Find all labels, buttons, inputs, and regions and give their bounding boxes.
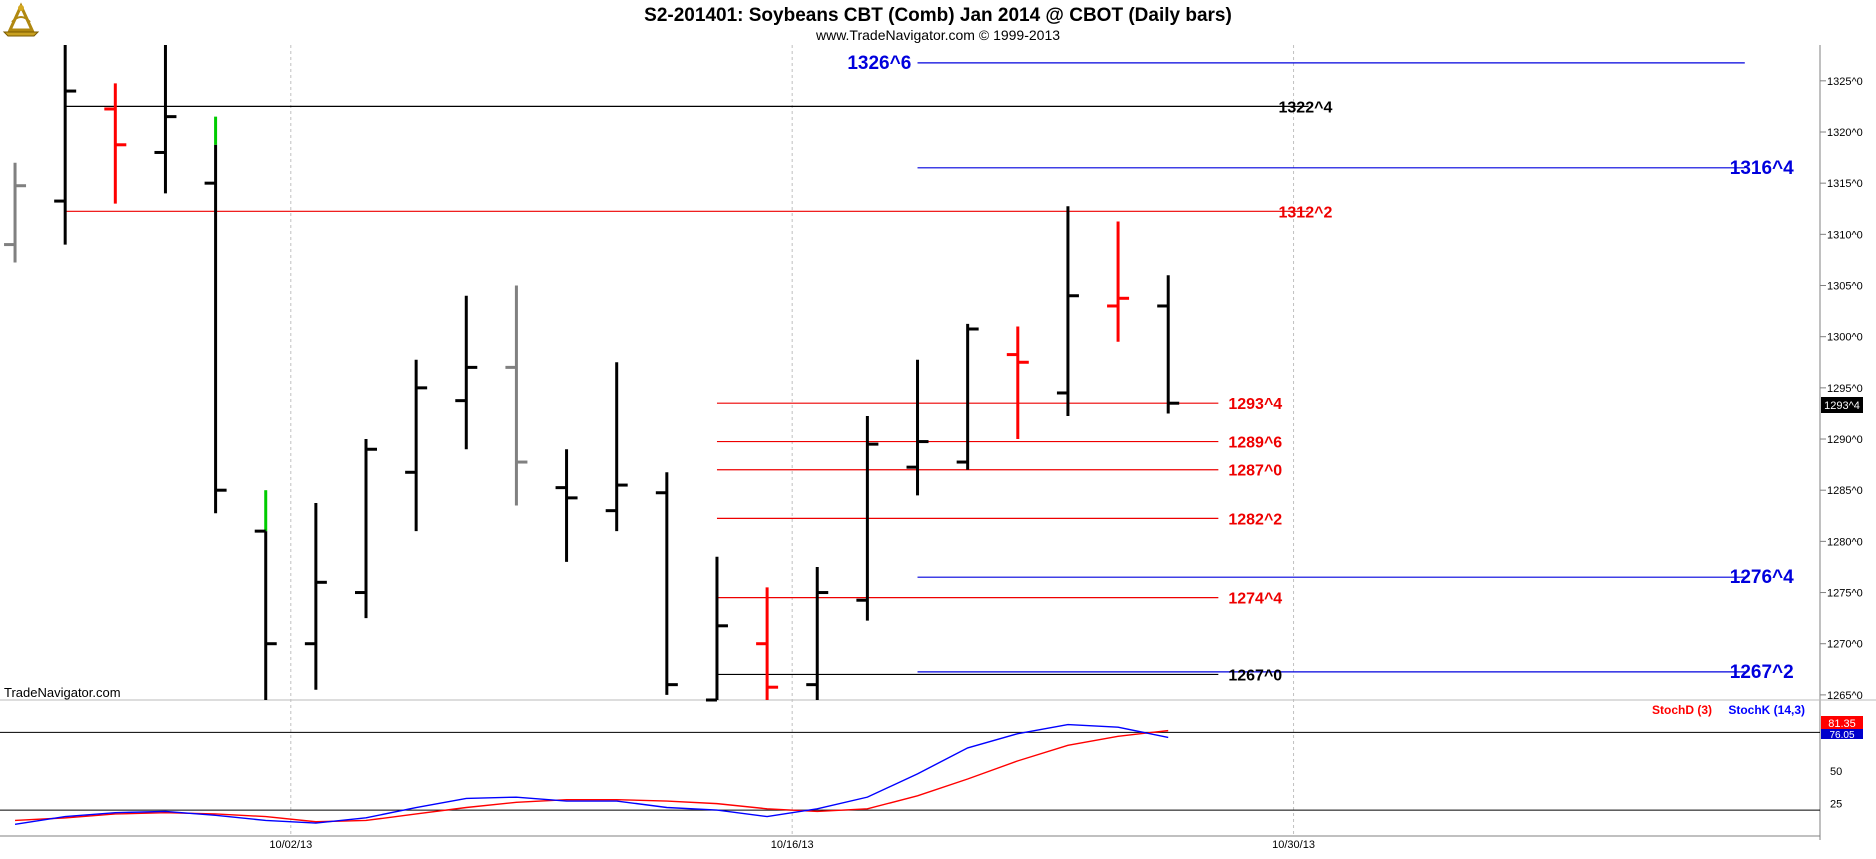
ohlc-bar (806, 566, 829, 700)
level-label: 1267^2 (1730, 662, 1794, 683)
ohlc-bar (4, 162, 27, 263)
y-tick-label: 1325^0 (1827, 76, 1863, 88)
header-area (0, 0, 1876, 45)
x-axis-ticks: 10/02/13 10/16/13 10/30/13 (269, 839, 1315, 851)
level-label: 1289^6 (1228, 435, 1282, 452)
level-label: 1267^0 (1228, 667, 1282, 684)
chart-title: S2-201401: Soybeans CBT (Comb) Jan 2014 … (644, 5, 1232, 26)
y-tick-label: 1315^0 (1827, 178, 1863, 190)
ohlc-bar (1006, 326, 1029, 440)
level-label: 1274^4 (1228, 591, 1282, 608)
x-tick-label: 10/16/13 (771, 839, 814, 851)
y-tick-label: 1265^0 (1827, 690, 1863, 702)
ohlc-bar (254, 490, 277, 700)
price-plot-area (0, 45, 1820, 700)
level-label: 1322^4 (1279, 99, 1333, 116)
legend-stochK: StochK (14,3) (1728, 703, 1805, 717)
ohlc-bar (856, 415, 879, 621)
ohlc-bar (355, 439, 378, 619)
x-tick-label: 10/30/13 (1272, 839, 1315, 851)
stochastic-y-ticks: 25 50 (1830, 766, 1842, 810)
level-label: 1287^0 (1228, 463, 1282, 480)
ohlc-bar (906, 359, 929, 496)
stochastic-panel: 25 50 StochD (3) StochK (14,3) 81.35 76.0… (0, 703, 1863, 826)
stochD-value-label: 81.35 (1828, 718, 1856, 730)
ohlc-bar (756, 587, 779, 700)
stochD-line (15, 729, 1169, 823)
y-tick-label: 1290^0 (1827, 434, 1863, 446)
y-tick-label: 1275^0 (1827, 588, 1863, 600)
price-bars (4, 45, 1180, 702)
ohlc-bar (605, 362, 628, 532)
ohlc-bar (655, 472, 678, 695)
stochastic-reference-lines (0, 731, 1820, 811)
level-label: 1316^4 (1730, 158, 1794, 179)
stoch-value-tags: 81.35 76.05 (1821, 716, 1863, 741)
ohlc-bar (505, 285, 528, 506)
ohlc-bar (405, 359, 428, 532)
stoch-y-tick-label: 50 (1830, 766, 1842, 778)
x-tick-label: 10/02/13 (269, 839, 312, 851)
y-tick-label: 1270^0 (1827, 639, 1863, 651)
chart-subtitle: www.TradeNavigator.com © 1999-2013 (815, 27, 1060, 43)
y-tick-label: 1320^0 (1827, 127, 1863, 139)
watermark: TradeNavigator.com (4, 685, 121, 700)
ohlc-bar (204, 116, 227, 514)
stochK-value-label: 76.05 (1829, 730, 1854, 741)
stochK-line (14, 723, 1169, 826)
y-tick-label: 1310^0 (1827, 229, 1863, 241)
ohlc-bar (1107, 221, 1130, 342)
last-price-label: 1293^4 (1824, 400, 1860, 412)
level-label: 1312^2 (1279, 204, 1333, 221)
last-price-tag: 1293^4 (1821, 397, 1863, 413)
ohlc-bar (1157, 275, 1180, 414)
ohlc-bar (555, 449, 578, 562)
ohlc-bar (455, 295, 478, 450)
price-panel: 1326^6 1322^4 1316^4 1312^2 1293^4 1289^6 1287… (0, 45, 1876, 840)
ohlc-bar (304, 502, 327, 690)
y-tick-label: 1300^0 (1827, 332, 1863, 344)
ohlc-bar (154, 45, 177, 194)
y-tick-label: 1285^0 (1827, 485, 1863, 497)
price-levels: 1326^6 1322^4 1316^4 1312^2 1293^4 1289^6 1287… (65, 53, 1794, 684)
price-y-ticks: 1265^0 1270^0 1275^0 1280^0 1285^0 1290^0 1295… (1820, 76, 1863, 702)
ohlc-bar (705, 556, 728, 702)
ohlc-bar (104, 83, 127, 204)
ohlc-bar (54, 45, 77, 245)
stochastic-lines (14, 723, 1169, 826)
ohlc-bar (956, 323, 979, 470)
ohlc-bar (1056, 206, 1079, 416)
legend-stochD: StochD (3) (1652, 703, 1712, 717)
stoch-y-tick-label: 25 (1830, 799, 1842, 811)
level-label: 1282^2 (1228, 511, 1282, 528)
level-label: 1293^4 (1228, 396, 1282, 413)
y-tick-label: 1295^0 (1827, 383, 1863, 395)
level-label: 1276^4 (1730, 567, 1794, 588)
level-label: 1326^6 (847, 53, 911, 74)
y-tick-label: 1305^0 (1827, 281, 1863, 293)
y-tick-label: 1280^0 (1827, 536, 1863, 548)
sextant-logo-icon (2, 2, 40, 37)
